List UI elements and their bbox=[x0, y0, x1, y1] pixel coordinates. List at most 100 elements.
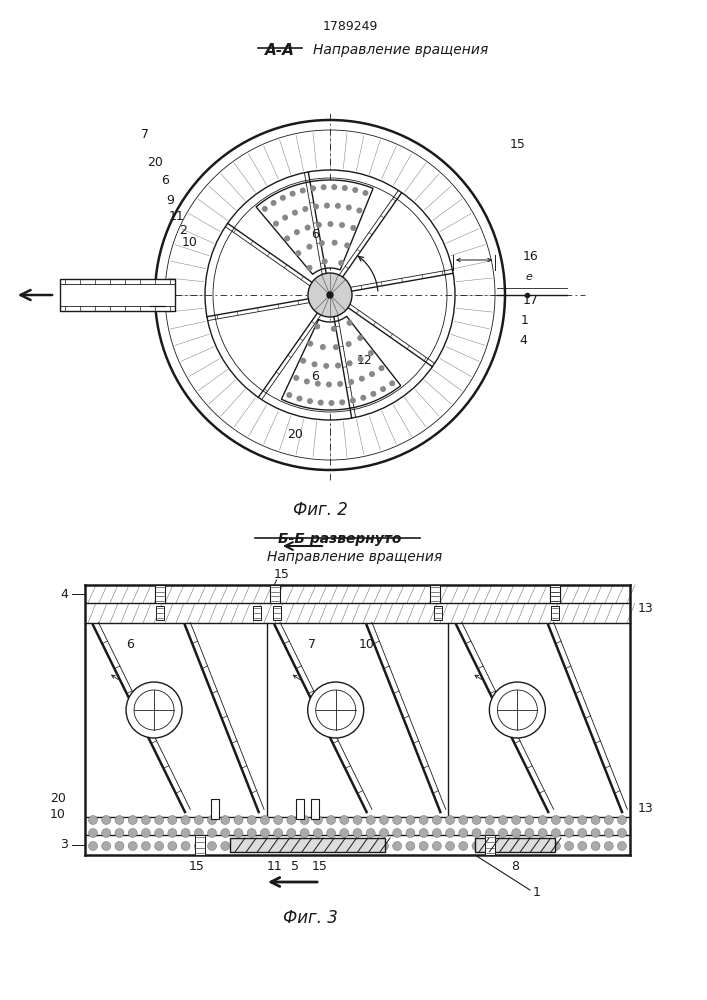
Circle shape bbox=[525, 828, 534, 838]
Circle shape bbox=[353, 828, 362, 838]
Circle shape bbox=[274, 842, 283, 850]
Circle shape bbox=[208, 842, 216, 850]
Circle shape bbox=[369, 371, 375, 377]
Circle shape bbox=[102, 816, 111, 824]
Circle shape bbox=[512, 842, 520, 850]
Circle shape bbox=[141, 816, 151, 824]
Text: 15: 15 bbox=[274, 568, 290, 582]
Circle shape bbox=[300, 188, 305, 194]
Circle shape bbox=[370, 391, 376, 397]
Circle shape bbox=[260, 828, 269, 838]
Circle shape bbox=[194, 816, 204, 824]
Text: 4: 4 bbox=[60, 587, 68, 600]
Text: 8: 8 bbox=[511, 860, 519, 874]
Circle shape bbox=[128, 828, 137, 838]
Text: 11: 11 bbox=[169, 210, 185, 223]
Circle shape bbox=[353, 842, 362, 850]
Bar bbox=[296, 799, 304, 819]
Text: 13: 13 bbox=[638, 802, 654, 816]
Circle shape bbox=[287, 842, 296, 850]
Circle shape bbox=[260, 842, 269, 850]
Circle shape bbox=[368, 350, 374, 356]
Circle shape bbox=[525, 816, 534, 824]
Text: е: е bbox=[525, 272, 532, 282]
Circle shape bbox=[361, 395, 366, 401]
Circle shape bbox=[313, 204, 319, 210]
Circle shape bbox=[338, 260, 344, 266]
Circle shape bbox=[538, 842, 547, 850]
Circle shape bbox=[366, 816, 375, 824]
Circle shape bbox=[551, 842, 561, 850]
Text: 15: 15 bbox=[510, 138, 526, 151]
Bar bbox=[485, 835, 495, 855]
Circle shape bbox=[88, 828, 98, 838]
FancyBboxPatch shape bbox=[230, 838, 385, 852]
Circle shape bbox=[445, 842, 455, 850]
Circle shape bbox=[247, 816, 256, 824]
Circle shape bbox=[306, 244, 312, 250]
Circle shape bbox=[617, 828, 626, 838]
Circle shape bbox=[300, 358, 306, 364]
Circle shape bbox=[247, 842, 256, 850]
Circle shape bbox=[296, 396, 303, 402]
Circle shape bbox=[221, 828, 230, 838]
Circle shape bbox=[306, 265, 312, 271]
Circle shape bbox=[340, 842, 349, 850]
Circle shape bbox=[321, 184, 327, 190]
Circle shape bbox=[308, 341, 313, 347]
Circle shape bbox=[335, 203, 341, 209]
Bar bbox=[195, 835, 205, 855]
Bar bbox=[155, 585, 165, 603]
Circle shape bbox=[389, 380, 395, 386]
Circle shape bbox=[346, 360, 353, 366]
Circle shape bbox=[312, 361, 317, 367]
Circle shape bbox=[359, 376, 365, 382]
Circle shape bbox=[459, 842, 468, 850]
Circle shape bbox=[380, 842, 388, 850]
Circle shape bbox=[551, 828, 561, 838]
Text: А-А: А-А bbox=[265, 43, 295, 58]
Polygon shape bbox=[256, 180, 373, 274]
Circle shape bbox=[341, 185, 348, 191]
Circle shape bbox=[333, 344, 339, 350]
Circle shape bbox=[305, 225, 310, 231]
Bar bbox=[430, 585, 440, 603]
Circle shape bbox=[578, 842, 587, 850]
Text: Направление вращения: Направление вращения bbox=[313, 43, 489, 57]
Text: 12: 12 bbox=[357, 354, 373, 366]
Circle shape bbox=[538, 816, 547, 824]
Circle shape bbox=[181, 816, 190, 824]
Circle shape bbox=[300, 828, 309, 838]
Circle shape bbox=[591, 828, 600, 838]
Circle shape bbox=[578, 828, 587, 838]
Circle shape bbox=[274, 828, 283, 838]
Circle shape bbox=[168, 842, 177, 850]
Text: 1: 1 bbox=[521, 314, 529, 326]
Text: 10: 10 bbox=[50, 808, 66, 820]
Circle shape bbox=[313, 842, 322, 850]
Circle shape bbox=[344, 242, 350, 248]
Circle shape bbox=[346, 320, 353, 326]
Circle shape bbox=[433, 816, 441, 824]
Text: 2: 2 bbox=[179, 224, 187, 236]
Circle shape bbox=[332, 184, 337, 190]
Circle shape bbox=[472, 828, 481, 838]
Circle shape bbox=[604, 828, 613, 838]
Circle shape bbox=[320, 344, 326, 350]
Circle shape bbox=[115, 816, 124, 824]
Circle shape bbox=[282, 215, 288, 221]
Circle shape bbox=[445, 816, 455, 824]
Circle shape bbox=[284, 235, 290, 241]
Circle shape bbox=[565, 842, 573, 850]
Circle shape bbox=[617, 842, 626, 850]
Circle shape bbox=[419, 816, 428, 824]
Circle shape bbox=[363, 190, 368, 196]
Circle shape bbox=[485, 828, 494, 838]
Circle shape bbox=[128, 842, 137, 850]
Circle shape bbox=[485, 842, 494, 850]
Circle shape bbox=[327, 842, 336, 850]
Circle shape bbox=[273, 221, 279, 227]
Circle shape bbox=[498, 816, 508, 824]
Circle shape bbox=[419, 842, 428, 850]
Text: 11: 11 bbox=[267, 860, 283, 874]
